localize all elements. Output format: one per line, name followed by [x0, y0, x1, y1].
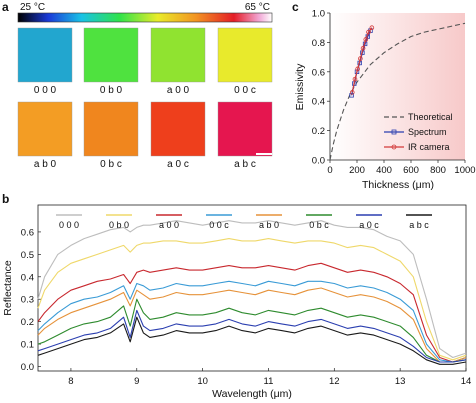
- panel-b-series-line: [37, 220, 467, 359]
- panel-b-y-tick-label: 0.6: [21, 227, 34, 238]
- panel-b-x-tick-label: 14: [461, 376, 472, 387]
- panel-b-x-tick-label: 8: [68, 376, 73, 387]
- panel-b-y-tick-label: 0.2: [21, 317, 34, 328]
- sample-tile: [17, 27, 73, 83]
- panel-c-legend: Theoretical Spectrum IR camera: [384, 112, 453, 152]
- panel-c-x-tick-label: 800: [430, 165, 446, 176]
- panel-c-point-ir: [360, 45, 366, 51]
- sample-code-label: a b c: [234, 159, 256, 170]
- sample-code-label: 0 0 0: [34, 85, 57, 96]
- panel-b-y-tick-label: 0.0: [21, 362, 34, 373]
- panel-c-legend-label: Spectrum: [408, 127, 447, 137]
- sample-code-label: a 0 0: [167, 85, 190, 96]
- panel-b-legend-label: a 0 c: [359, 220, 379, 230]
- sample-tile: [217, 27, 273, 83]
- panel-b-x-tick-label: 10: [197, 376, 208, 387]
- panel-b-legend-label: a 0 0: [159, 220, 179, 230]
- panel-b-label: b: [2, 192, 9, 206]
- sample-code-label: 0 b 0: [100, 85, 123, 96]
- panel-c-axes: 0 200 400 600 800 1000 0.0 0.2 0.4 0.6 0.8 1.0: [312, 9, 476, 177]
- sample-code-label: a 0 c: [167, 159, 189, 170]
- colorbar-min-label: 25 °C: [20, 2, 45, 13]
- panel-c-y-tick-label: 0.6: [312, 67, 325, 78]
- panel-c-point-ir: [358, 56, 363, 61]
- sample-code-label: 0 0 c: [234, 85, 256, 96]
- panel-b-legend: 0 0 0 0 b 0 a 0 0 0 0 c a b 0 0 b c a 0 c a b c: [56, 214, 432, 230]
- sample-tile: [150, 27, 206, 83]
- panel-b-legend-label: 0 0 0: [59, 220, 79, 230]
- panel-c-point-ir: [349, 90, 355, 95]
- panel-b-series-line: [37, 238, 467, 361]
- panel-b-series-line: [37, 262, 467, 363]
- sample-code-label: a b 0: [34, 159, 57, 170]
- panel-b-legend-label: a b c: [409, 220, 429, 230]
- panel-c-point-ir: [363, 37, 369, 42]
- panel-b-series-line: [37, 298, 467, 363]
- panel-b-y-tick-label: 0.4: [21, 272, 34, 283]
- panel-a-label: a: [2, 0, 9, 14]
- panel-b-x-tick-label: 13: [395, 376, 406, 387]
- panel-b-y-tick-label: 0.1: [21, 340, 34, 351]
- panel-c-point-ir: [366, 29, 371, 35]
- panel-c-point-spectrum: [349, 93, 354, 98]
- panel-b-series-line: [37, 309, 467, 363]
- panel-c-x-tick-label: 1000: [454, 165, 475, 176]
- scale-bar: [256, 153, 272, 155]
- panel-c-x-tick-label: 200: [349, 165, 365, 176]
- panel-b-legend-label: 0 0 c: [209, 220, 229, 230]
- panel-c-point-ir: [355, 66, 360, 72]
- sample-tiles: 0 0 0 0 b 0 a 0 0 0 0 c a b 0 0 b c a 0 c a b c: [17, 27, 273, 170]
- panel-b-legend-label: 0 b c: [309, 220, 329, 230]
- panel-c-legend-marker: [391, 144, 397, 150]
- panel-b-series-line: [37, 316, 467, 365]
- panel-b-legend-label: a b 0: [259, 220, 279, 230]
- panel-c-point-ir: [352, 76, 358, 82]
- panel-b-ylabel: Reflectance: [2, 260, 14, 316]
- panel-c-y-tick-label: 0.4: [312, 97, 325, 108]
- panel-c-series-line: [329, 22, 466, 161]
- panel-b-x-tick-label: 11: [264, 376, 274, 387]
- colorbar-max-label: 65 °C: [245, 2, 270, 13]
- panel-c-y-tick-label: 0.2: [312, 126, 325, 137]
- panel-c-x-tick-label: 400: [376, 165, 392, 176]
- panel-c-legend-label: IR camera: [408, 142, 450, 152]
- colorbar: [17, 12, 273, 23]
- panel-b-series-line: [37, 287, 467, 363]
- panel-c-series: [329, 22, 466, 161]
- panel-b-y-tick-label: 0.3: [21, 295, 34, 306]
- panel-c-x-tick-label: 600: [403, 165, 419, 176]
- panel-c-ylabel: Emissivity: [294, 63, 306, 110]
- panel-c-xlabel: Thickness (μm): [362, 179, 434, 191]
- panel-c-legend-label: Theoretical: [408, 112, 453, 122]
- panel-c-y-tick-label: 0.0: [312, 156, 325, 167]
- panel-c-plot-area: [330, 13, 465, 160]
- panel-b-series-line: [37, 280, 467, 363]
- panel-b-plot-frame: [37, 204, 467, 372]
- panel-b-legend-label: 0 b 0: [109, 220, 129, 230]
- panel-b-x-tick-label: 12: [329, 376, 340, 387]
- panel-b-series: [37, 220, 467, 365]
- panel-c-y-tick-label: 1.0: [312, 9, 325, 20]
- sample-tile: [17, 101, 73, 157]
- panel-b-xlabel: Wavelength (μm): [212, 388, 292, 400]
- sample-tile: [83, 101, 139, 157]
- panel-b-axes: 8 9 10 11 12 13 14 0.0 0.1 0.2 0.3 0.4 0.5 0.6: [21, 227, 472, 387]
- panel-c-y-tick-label: 0.8: [312, 38, 325, 49]
- panel-b-x-tick-label: 9: [134, 376, 139, 387]
- panel-c-legend-marker: [391, 129, 397, 135]
- sample-tile: [150, 101, 206, 157]
- sample-code-label: 0 b c: [100, 159, 122, 170]
- sample-tile: [217, 101, 273, 157]
- panel-c-point-ir: [369, 25, 375, 31]
- sample-tile: [83, 27, 139, 83]
- panel-b-y-tick-label: 0.5: [21, 250, 34, 261]
- panel-c-x-tick-label: 0: [327, 165, 332, 176]
- panel-c-label: c: [292, 0, 299, 14]
